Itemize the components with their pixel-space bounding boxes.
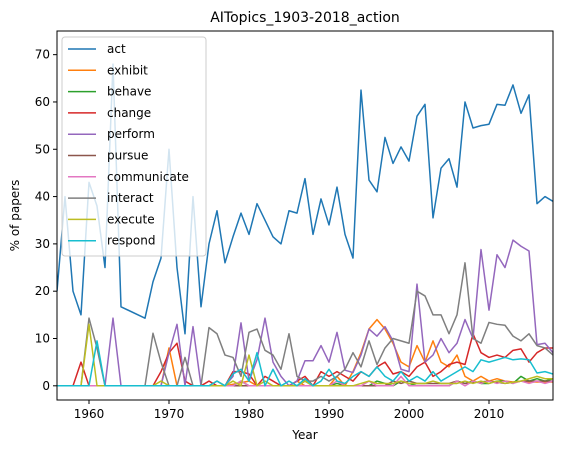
x-tick-label: 2000: [394, 407, 425, 421]
legend-label-behave: behave: [107, 85, 151, 99]
legend-label-interact: interact: [107, 191, 154, 205]
y-tick-label: 40: [35, 190, 50, 204]
legend-label-communicate: communicate: [107, 170, 189, 184]
chart-title: AITopics_1903-2018_action: [210, 10, 400, 26]
legend: act exhibit behave change perform pursue commu…: [61, 36, 207, 257]
y-axis: 0 10 20 30 40 50 60 70: [35, 48, 57, 393]
legend-label-exhibit: exhibit: [107, 63, 148, 77]
legend-label-perform: perform: [107, 127, 155, 141]
x-axis: 1960 1970 1980 1990 2000 2010: [74, 400, 505, 421]
y-tick-label: 70: [35, 48, 50, 62]
legend-label-change: change: [107, 106, 151, 120]
y-tick-label: 20: [35, 284, 50, 298]
y-axis-title: % of papers: [8, 180, 22, 252]
x-tick-label: 1970: [154, 407, 185, 421]
x-tick-label: 1980: [234, 407, 265, 421]
x-tick-label: 2010: [474, 407, 505, 421]
x-tick-label: 1990: [314, 407, 345, 421]
legend-label-pursue: pursue: [107, 149, 148, 163]
y-tick-label: 60: [35, 95, 50, 109]
series-line-act: [57, 63, 553, 335]
legend-label-execute: execute: [107, 212, 155, 226]
series-line-respond: [57, 340, 553, 387]
plot-frame: [56, 30, 554, 401]
x-tick-label: 1960: [74, 407, 105, 421]
y-tick-label: 0: [42, 379, 50, 393]
legend-label-respond: respond: [107, 234, 156, 248]
legend-label-act: act: [107, 42, 126, 56]
x-axis-title: Year: [291, 428, 317, 442]
y-tick-label: 50: [35, 142, 50, 156]
series-line-perform: [57, 239, 553, 387]
series-line-interact: [57, 262, 553, 387]
y-tick-label: 30: [35, 237, 50, 251]
y-tick-label: 10: [35, 332, 50, 346]
legend-box: [61, 36, 207, 257]
plot-lines: [57, 63, 553, 387]
